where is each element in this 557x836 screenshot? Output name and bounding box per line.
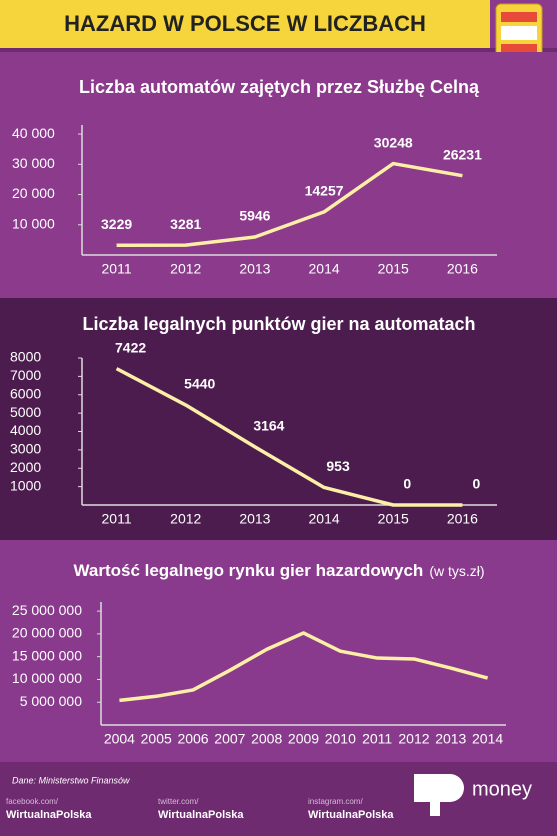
y-tick-label: 4000: [10, 422, 41, 438]
source: Dane: Ministerstwo Finansów: [12, 775, 130, 785]
y-tick-label: 5 000 000: [20, 693, 82, 709]
x-tick-label: 2014: [309, 511, 340, 527]
y-tick-label: 25 000 000: [12, 602, 82, 618]
x-tick-label: 2013: [239, 261, 270, 277]
y-tick-label: 20 000: [12, 185, 55, 201]
data-label: 3281: [170, 216, 201, 232]
chart-title: Wartość legalnego rynku gier hazardowych: [73, 561, 423, 580]
data-label: 3229: [101, 216, 132, 232]
x-tick-label: 2011: [102, 511, 132, 527]
x-tick-label: 2010: [325, 731, 356, 747]
y-tick-label: 3000: [10, 441, 41, 457]
x-tick-label: 2008: [251, 731, 282, 747]
data-label: 5946: [239, 208, 270, 224]
x-tick-label: 2012: [170, 511, 201, 527]
panel-1: [0, 52, 557, 298]
data-label: 14257: [305, 183, 344, 199]
chart-title: Liczba automatów zajętych przez Służbę C…: [79, 77, 480, 97]
x-tick-label: 2014: [472, 731, 503, 747]
y-tick-label: 20 000 000: [12, 625, 82, 641]
line: [115, 367, 463, 507]
data-label: 30248: [374, 134, 413, 150]
y-tick-label: 10 000 000: [12, 670, 82, 686]
x-tick-label: 2013: [435, 731, 466, 747]
y-tick-label: 10 000: [12, 215, 55, 231]
page-title: HAZARD W POLSCE W LICZBACH: [64, 11, 426, 36]
social-prefix: twitter.com/: [158, 797, 199, 806]
x-tick-label: 2016: [447, 261, 478, 277]
x-tick-label: 2011: [102, 261, 132, 277]
social-handle: WirtualnaPolska: [308, 809, 394, 821]
chart-title: Wartość legalnego rynku gier hazardowych…: [73, 561, 484, 580]
x-tick-label: 2011: [362, 731, 392, 747]
social-prefix: instagram.com/: [308, 797, 363, 806]
brand-name: money: [472, 778, 532, 800]
data-label: 953: [326, 458, 350, 474]
x-tick-label: 2009: [288, 731, 319, 747]
header-band: [0, 0, 490, 48]
y-tick-label: 1000: [10, 477, 41, 493]
data-label: 3164: [253, 418, 284, 434]
line: [116, 161, 463, 247]
y-tick-label: 30 000: [12, 155, 55, 171]
line: [119, 631, 489, 703]
data-label: 0: [403, 476, 411, 492]
x-tick-label: 2015: [378, 511, 409, 527]
y-tick-label: 8000: [10, 349, 41, 365]
data-label: 5440: [184, 376, 215, 392]
x-tick-label: 2013: [239, 511, 270, 527]
x-tick-label: 2006: [177, 731, 208, 747]
panel-2: [0, 298, 557, 540]
x-tick-label: 2012: [398, 731, 429, 747]
y-tick-label: 2000: [10, 459, 41, 475]
data-label: 7422: [115, 339, 146, 355]
x-tick-label: 2005: [141, 731, 172, 747]
y-tick-label: 7000: [10, 367, 41, 383]
y-tick-label: 40 000: [12, 125, 55, 141]
social-handle: WirtualnaPolska: [6, 809, 92, 821]
social-prefix: facebook.com/: [6, 797, 59, 806]
y-tick-label: 6000: [10, 385, 41, 401]
y-tick-label: 5000: [10, 404, 41, 420]
y-tick-label: 15 000 000: [12, 647, 82, 663]
x-tick-label: 2016: [447, 511, 478, 527]
x-tick-label: 2012: [170, 261, 201, 277]
social-handle: WirtualnaPolska: [158, 809, 244, 821]
data-label: 0: [473, 476, 481, 492]
x-tick-label: 2015: [378, 261, 409, 277]
x-tick-label: 2014: [309, 261, 340, 277]
slot-machine-icon: [495, 3, 543, 65]
chart-title: Liczba legalnych punktów gier na automat…: [82, 314, 475, 334]
chart-subtitle: (w tys.zł): [429, 563, 484, 579]
data-label: 26231: [443, 146, 482, 162]
x-tick-label: 2004: [104, 731, 135, 747]
x-tick-label: 2007: [214, 731, 245, 747]
brand-logo: [414, 774, 464, 816]
